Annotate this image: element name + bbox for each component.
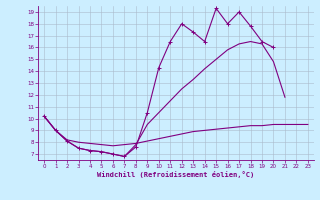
X-axis label: Windchill (Refroidissement éolien,°C): Windchill (Refroidissement éolien,°C) — [97, 171, 255, 178]
